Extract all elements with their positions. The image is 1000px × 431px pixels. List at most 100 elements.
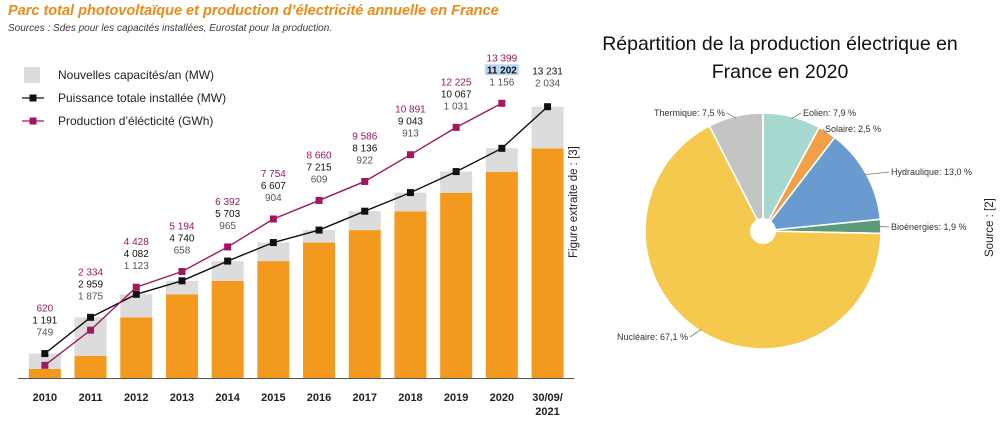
total-power-label: 10 067: [441, 89, 472, 100]
total-power-marker: [452, 168, 460, 176]
production-label: 4 428: [124, 237, 149, 248]
source-note: Source : [2]: [984, 198, 996, 257]
total-power-marker: [315, 226, 323, 234]
production-label: 10 891: [395, 105, 426, 116]
legend-label: Production d’élécticité (GWh): [58, 114, 214, 128]
total-power-label: 11 202: [487, 65, 517, 76]
bar-previous-capacity: [348, 230, 381, 378]
total-power-label: 13 231: [532, 67, 563, 78]
bar-new-capacity: [257, 242, 290, 262]
pie-slice-label: Hydraulique: 13,0 %: [891, 167, 972, 177]
new-capacity-label: 1 031: [444, 101, 469, 112]
legend-swatch-black-line: [22, 94, 44, 102]
bar-new-capacity: [348, 211, 381, 231]
total-power-label: 4 082: [124, 249, 149, 260]
production-marker: [224, 243, 232, 251]
production-marker: [269, 215, 277, 223]
pie-label-leader: [822, 128, 827, 134]
pie-slice-label: Solaire: 2,5 %: [825, 124, 881, 134]
production-label: 6 392: [215, 197, 240, 208]
bar-previous-capacity: [165, 294, 198, 378]
pie-slice-label: Nucléaire: 67,1 %: [617, 332, 688, 342]
total-power-marker: [178, 277, 186, 285]
x-tick-label: 2010: [33, 392, 57, 404]
bar-new-capacity: [165, 280, 198, 295]
legend-swatch-purple-line: [22, 117, 44, 125]
new-capacity-label: 2 034: [535, 79, 560, 90]
bar-new-capacity: [303, 230, 336, 243]
x-tick-label: 2021: [535, 406, 559, 418]
total-power-label: 1 191: [32, 316, 57, 327]
total-power-label: 2 959: [78, 279, 103, 290]
x-tick-label: 2012: [124, 392, 148, 404]
pie-label-leader: [689, 328, 702, 338]
production-marker: [315, 196, 323, 204]
total-power-marker: [361, 207, 369, 215]
pie-label-leader: [726, 112, 737, 119]
production-marker: [406, 151, 414, 159]
new-capacity-label: 749: [37, 328, 54, 339]
total-power-label: 5 703: [215, 209, 240, 220]
bar-previous-capacity: [257, 261, 290, 378]
total-power-line: [44, 106, 549, 355]
production-pie-chart: Eolien: 7,9 % Solaire: 2,5 % Hydraulique: …: [617, 108, 972, 350]
bar-previous-capacity: [440, 192, 473, 378]
pie-label-leader: [791, 112, 802, 119]
legend-label: Puissance totale installée (MW): [58, 91, 227, 105]
bar-new-capacity: [211, 261, 244, 281]
pie-label-leader: [864, 171, 890, 175]
left-chart-source: Sources : Sdes pour les capacités instal…: [8, 23, 333, 34]
total-power-marker: [406, 189, 414, 197]
bar-new-capacity: [74, 317, 107, 356]
x-tick-label: 2013: [170, 392, 194, 404]
x-tick-label: 2016: [307, 392, 331, 404]
x-tick-label: 2011: [79, 392, 103, 404]
total-power-label: 6 607: [261, 181, 286, 192]
new-capacity-label: 904: [265, 193, 282, 204]
bar-previous-capacity: [394, 211, 427, 378]
bar-new-capacity: [485, 148, 518, 173]
bar-previous-capacity: [485, 172, 518, 378]
total-power-label: 8 136: [352, 143, 377, 154]
total-power-label: 9 043: [398, 117, 423, 128]
bar-previous-capacity: [74, 355, 107, 378]
new-capacity-label: 1 875: [78, 291, 103, 302]
legend-label: Nouvelles capacités/an (MW): [58, 68, 215, 82]
x-tick-label: 2019: [444, 392, 468, 404]
production-marker: [132, 283, 140, 291]
production-marker: [178, 268, 186, 276]
bar-new-capacity: [440, 171, 473, 193]
total-power-marker: [269, 239, 277, 247]
total-power-marker: [498, 144, 506, 152]
production-label: 13 399: [487, 53, 518, 64]
total-power-marker: [224, 257, 232, 265]
new-capacity-label: 1 123: [124, 261, 149, 272]
production-marker: [41, 361, 49, 369]
total-power-marker: [132, 290, 140, 298]
bar-previous-capacity: [303, 242, 336, 378]
figure-extract-note: Figure extraite de : [3]: [568, 146, 580, 258]
production-label: 7 754: [261, 169, 286, 180]
pie-slice: [761, 136, 882, 232]
pie-slice-label: Eolien: 7,9 %: [803, 108, 856, 118]
highlight-total-power-2020: [484, 64, 519, 76]
new-capacity-label: 609: [311, 174, 328, 185]
total-power-marker: [41, 350, 49, 358]
pie-label-leader: [878, 226, 890, 228]
total-power-marker: [544, 103, 552, 111]
production-label: 620: [37, 304, 54, 315]
production-marker: [452, 123, 460, 131]
left-chart-title: Parc total photovoltaïque et production …: [8, 3, 499, 19]
production-marker: [498, 99, 506, 107]
production-label: 12 225: [441, 77, 472, 88]
new-capacity-label: 922: [356, 155, 373, 166]
total-power-marker: [87, 313, 95, 321]
bar-new-capacity: [394, 192, 427, 212]
pie-slice-label: Thermique: 7,5 %: [654, 108, 725, 118]
production-label: 9 586: [352, 131, 377, 142]
bar-previous-capacity: [120, 317, 153, 378]
production-label: 5 194: [169, 222, 194, 233]
x-tick-label: 2015: [261, 392, 285, 404]
x-tick-label: 2017: [353, 392, 377, 404]
